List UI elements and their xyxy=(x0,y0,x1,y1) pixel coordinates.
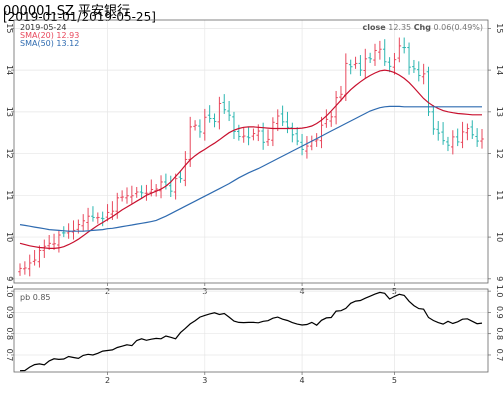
price-y-tick-label-right: 12 xyxy=(495,148,504,158)
chg-value: 0.06(0.49%) xyxy=(434,23,483,32)
close-info: close 12.35 Chg 0.06(0.49%) xyxy=(363,23,483,32)
close-label: close xyxy=(363,23,387,32)
pb-x-tick-label: 4 xyxy=(300,376,305,385)
pb-grid xyxy=(14,289,488,372)
price-y-tick-label-right: 13 xyxy=(495,107,504,117)
pb-y-tick-label-left: 0.8 xyxy=(5,327,14,340)
pb-y-tick-label-right: 0.7 xyxy=(495,349,504,362)
pb-x-axis: 2 3 4 5 xyxy=(105,372,397,385)
price-y-axis: 9 9 10 10 11 11 12 12 13 13 14 14 15 15 xyxy=(5,23,504,281)
legend-sma20: SMA(20) 12.93 xyxy=(20,31,79,40)
pb-y-tick-label-right: 0.9 xyxy=(495,306,504,319)
pb-y-tick-label-right: 1.0 xyxy=(495,285,504,298)
ohlc-bars xyxy=(18,37,484,277)
close-value: 12.35 xyxy=(388,23,411,32)
price-y-tick-label-right: 11 xyxy=(495,190,504,200)
price-y-tick-label-right: 10 xyxy=(495,232,504,242)
price-y-tick-label-left: 13 xyxy=(5,107,14,117)
pb-x-tick-label: 2 xyxy=(105,376,110,385)
price-y-tick-label-left: 10 xyxy=(5,232,14,242)
price-y-tick-label-right: 14 xyxy=(495,65,504,75)
sma-lines xyxy=(19,69,482,249)
price-grid xyxy=(14,20,488,283)
chg-label: Chg xyxy=(414,23,432,32)
pb-x-tick-label: 3 xyxy=(202,376,207,385)
pb-line xyxy=(19,291,483,372)
pb-legend: pb 0.85 xyxy=(20,293,51,302)
pb-y-tick-label-left: 1.0 xyxy=(5,285,14,298)
sma50-line xyxy=(19,105,482,232)
price-y-tick-label-right: 9 xyxy=(495,276,504,281)
price-y-tick-label-right: 15 xyxy=(495,23,504,33)
info-date: 2019-05-24 xyxy=(20,23,67,32)
pb-y-tick-label-right: 0.8 xyxy=(495,327,504,340)
pb-y-tick-label-left: 0.9 xyxy=(5,306,14,319)
pb-line-group xyxy=(19,291,483,372)
date-range: [2019-01-01/2019-05-25] xyxy=(3,10,156,24)
price-y-tick-label-left: 9 xyxy=(5,276,14,281)
price-y-tick-label-left: 12 xyxy=(5,148,14,158)
pb-y-axis: 0.7 0.7 0.8 0.8 0.9 0.9 1.0 1.0 xyxy=(5,285,504,362)
pb-panel-frame xyxy=(13,288,489,373)
pb-x-tick-label: 5 xyxy=(392,376,397,385)
price-y-tick-label-left: 11 xyxy=(5,190,14,200)
price-y-tick-label-left: 14 xyxy=(5,65,14,75)
price-y-tick-label-left: 15 xyxy=(5,23,14,33)
legend-sma50: SMA(50) 13.12 xyxy=(20,39,79,48)
price-panel-frame xyxy=(13,19,489,284)
sma20-line xyxy=(19,69,482,249)
chart-title: 000001.SZ 平安银行 xyxy=(3,4,131,19)
pb-y-tick-label-left: 0.7 xyxy=(5,349,14,362)
